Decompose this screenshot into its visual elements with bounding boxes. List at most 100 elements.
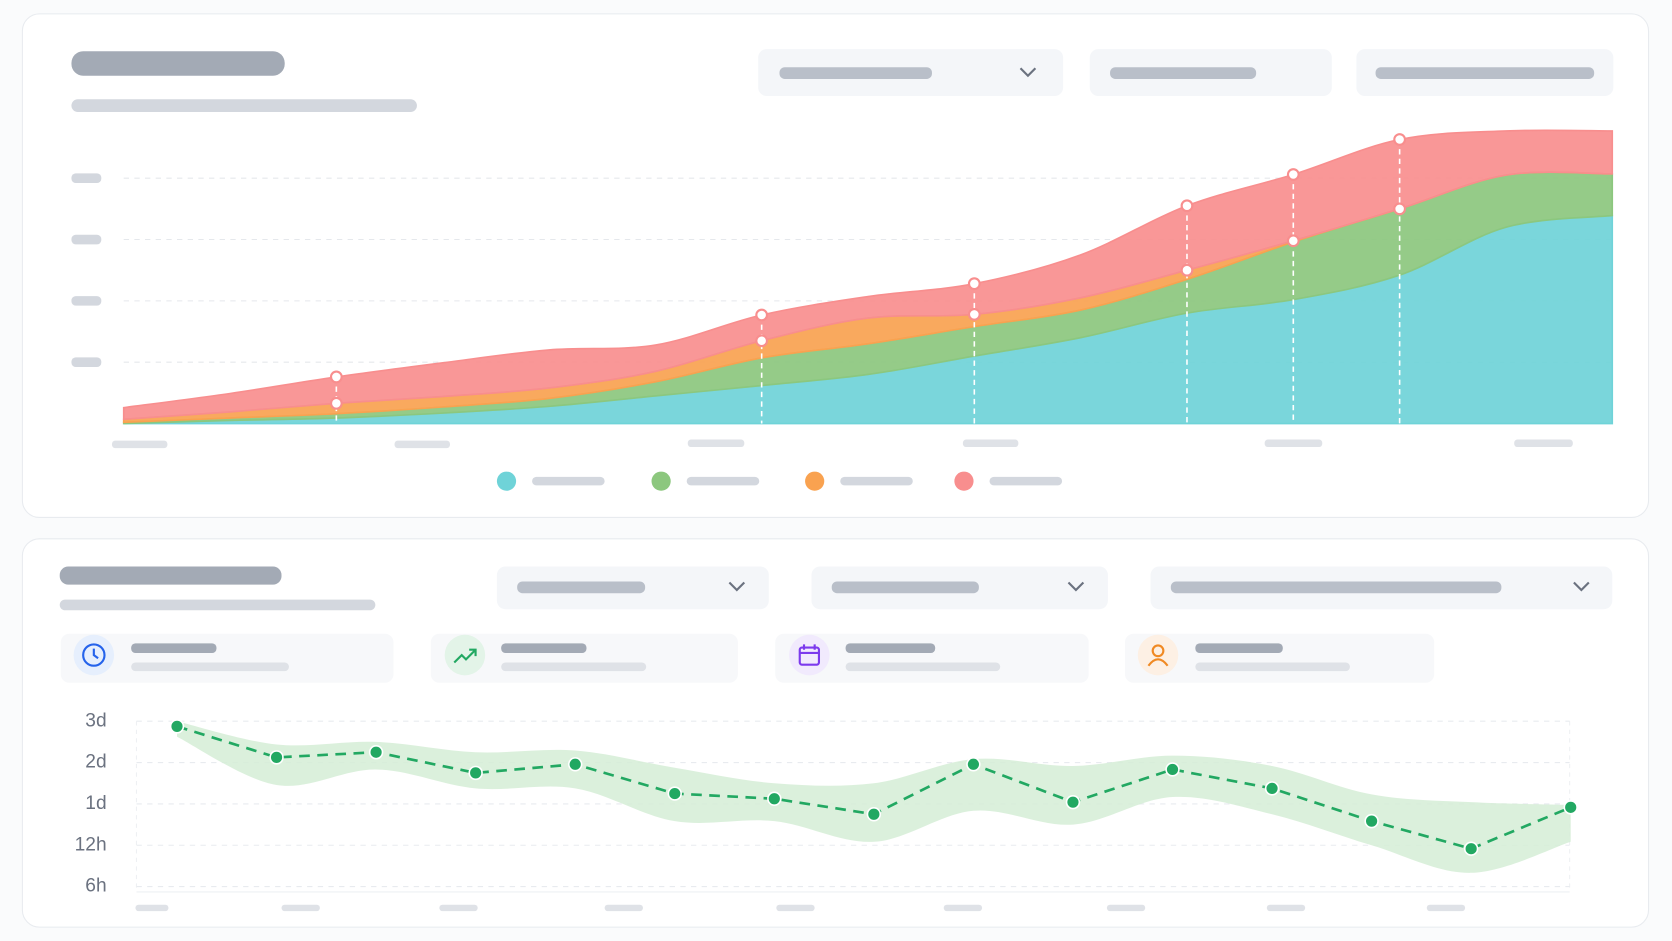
hover-dot [967, 277, 981, 291]
y-tick-placeholder [71, 173, 102, 183]
x-tick-placeholder [1264, 439, 1323, 448]
y-tick-placeholder [71, 296, 102, 306]
hover-dot [329, 370, 343, 384]
legend-swatch [496, 471, 517, 491]
y-tick-placeholder [71, 234, 102, 245]
x-tick-placeholders [111, 439, 1573, 449]
x-tick-placeholder [687, 439, 745, 448]
data-point [866, 807, 882, 822]
dropdown[interactable] [1356, 49, 1614, 97]
area-band [122, 129, 1614, 421]
data-point [1065, 794, 1081, 810]
user-icon-body [1147, 658, 1169, 667]
y-tick-label: 3d [85, 710, 106, 731]
title-placeholder [71, 51, 285, 76]
hover-dot [1286, 234, 1300, 248]
dropdown-text-placeholder [1170, 581, 1502, 594]
x-tick-placeholder [1106, 904, 1146, 912]
x-tick-placeholder [394, 440, 450, 449]
data-point [169, 719, 185, 734]
x-tick-placeholder [439, 904, 478, 912]
clock-icon [82, 643, 106, 667]
dropdown-text-placeholder [1110, 67, 1257, 79]
stat-label-placeholder [501, 643, 587, 653]
data-point [1165, 762, 1180, 777]
stat-value-placeholder [845, 662, 1001, 672]
legend-label-placeholder [532, 476, 605, 486]
legend-swatch [651, 471, 671, 491]
stat-card [430, 633, 738, 683]
data-point [269, 750, 284, 765]
stat-value-placeholder [131, 662, 289, 672]
hover-dot [329, 396, 343, 410]
dropdown[interactable] [1089, 49, 1332, 97]
stat-card [1124, 633, 1435, 683]
icon-bg [444, 634, 486, 676]
chevron [728, 581, 746, 592]
y-tick-label: 2d [85, 752, 106, 773]
dropdown[interactable] [1150, 566, 1613, 610]
data-point [568, 757, 583, 772]
hover-dot [1393, 202, 1407, 216]
data-point [767, 791, 782, 806]
icon-bg [789, 634, 830, 676]
hover-dot [755, 308, 769, 322]
subtitle-placeholder [71, 99, 417, 113]
data-point [1364, 813, 1379, 829]
x-tick-placeholder [962, 439, 1019, 448]
dropdown-text-placeholder [1375, 67, 1595, 79]
calendar-icon [798, 646, 821, 666]
dropdown-text-placeholder [779, 67, 932, 79]
y-tick-label: 1d [85, 793, 106, 814]
data-point [1463, 841, 1479, 856]
y-tick-label: 6h [85, 876, 106, 897]
chevron [1573, 581, 1590, 592]
x-tick-placeholder [604, 904, 643, 912]
x-tick-placeholder [1266, 904, 1306, 912]
hover-dot [1393, 133, 1407, 146]
x-tick-placeholder [776, 904, 815, 912]
legend-swatch [805, 471, 825, 491]
stat-label-placeholder [845, 643, 936, 653]
hover-dot [1180, 199, 1194, 213]
data-point [368, 745, 384, 760]
hover-dot [967, 307, 981, 321]
legend-swatch [954, 471, 974, 491]
data-point [966, 757, 981, 772]
user-icon-head [1151, 644, 1165, 658]
data-point [667, 786, 682, 801]
stat-card [775, 633, 1089, 683]
calendar-lines [799, 644, 819, 655]
subtitle-placeholder [59, 599, 376, 611]
stat-value-placeholder [501, 662, 647, 672]
stat-label-placeholder [131, 643, 217, 653]
trend-icon [453, 648, 477, 664]
legend-label-placeholder [840, 476, 913, 486]
dropdown[interactable] [496, 566, 769, 610]
stat-value-placeholder [1195, 662, 1350, 672]
dropdown[interactable] [758, 49, 1064, 97]
dropdown-text-placeholder [517, 581, 646, 594]
hover-dot [755, 334, 769, 348]
chevron [1067, 581, 1085, 592]
legend-label-placeholder [989, 476, 1063, 486]
clock-hands [92, 648, 99, 660]
y-tick-placeholder [71, 357, 102, 368]
stat-label-placeholder [1195, 643, 1283, 653]
hover-dot [1286, 168, 1300, 181]
x-tick-placeholder [943, 904, 983, 912]
legend-label-placeholder [686, 476, 760, 486]
stat-card [60, 633, 394, 683]
dropdown-text-placeholder [831, 581, 979, 594]
data-point [468, 765, 483, 781]
title-placeholder [59, 566, 282, 585]
dropdown[interactable] [811, 566, 1108, 610]
x-tick-placeholder [111, 440, 168, 449]
confidence-band [177, 721, 1571, 873]
data-point [1563, 800, 1578, 815]
data-point [1264, 781, 1280, 796]
x-tick-placeholder [1514, 439, 1573, 448]
y-tick-label: 12h [75, 834, 107, 855]
x-tick-placeholder [281, 904, 320, 912]
